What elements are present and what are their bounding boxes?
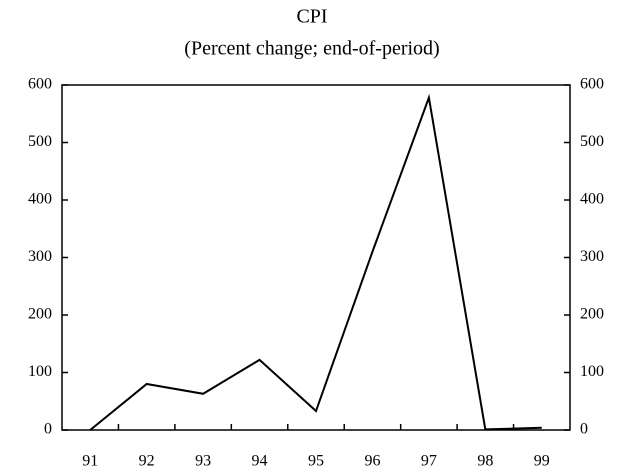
y2-tick-label: 0 [580,421,588,438]
y-tick-label: 200 [28,306,52,323]
y2-tick-label: 100 [580,363,604,380]
x-tick-label: 95 [308,453,324,470]
x-tick-label: 94 [252,453,268,470]
y2-tick-label: 400 [580,191,604,208]
x-tick-label: 92 [139,453,155,470]
y2-tick-label: 500 [580,133,604,150]
y-tick-label: 0 [44,421,52,438]
y2-tick-label: 600 [580,76,604,93]
x-tick-label: 93 [195,453,211,470]
x-tick-label: 96 [364,453,380,470]
x-tick-label: 99 [534,453,550,470]
y-tick-label: 100 [28,363,52,380]
chart-title: CPI [296,6,327,28]
y-tick-label: 400 [28,191,52,208]
plot-frame [61,84,571,431]
x-tick-label: 91 [82,453,98,470]
y-tick-label: 500 [28,133,52,150]
chart-subtitle: (Percent change; end-of-period) [184,38,439,60]
series-line [89,93,542,431]
x-tick-label: 97 [421,453,437,470]
y2-tick-label: 300 [580,248,604,265]
y2-tick-label: 200 [580,306,604,323]
x-tick-label: 98 [477,453,493,470]
y-tick-label: 600 [28,76,52,93]
y-tick-label: 300 [28,248,52,265]
